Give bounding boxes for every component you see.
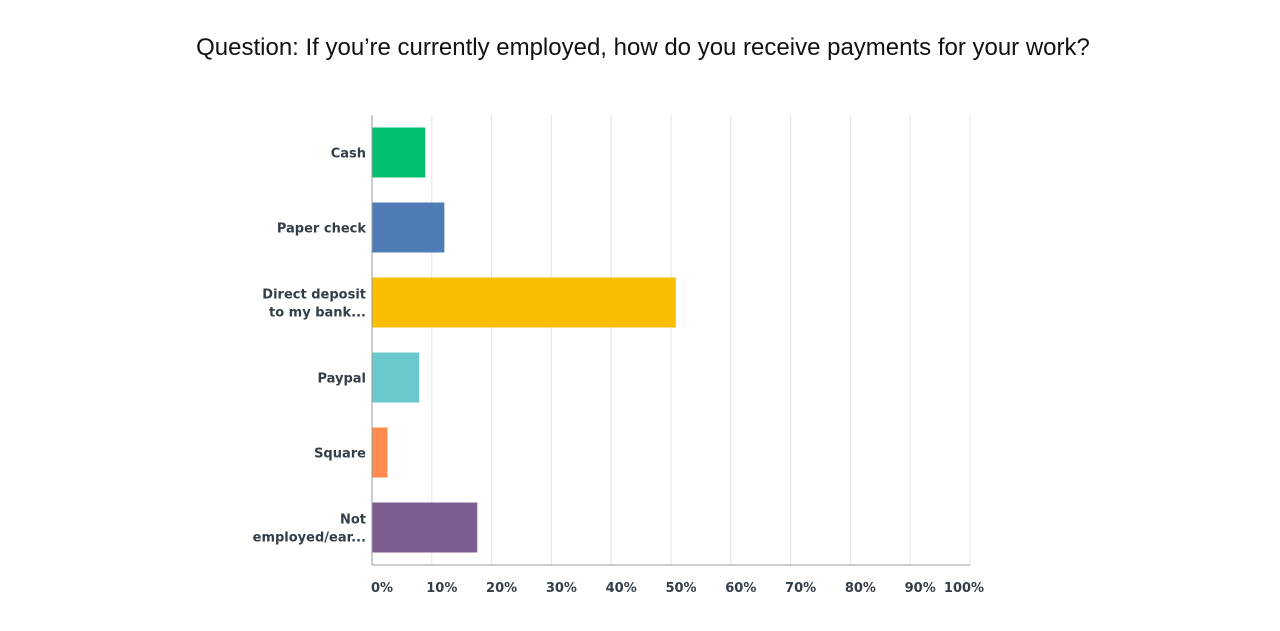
x-tick-label: 10%: [426, 581, 457, 596]
bar: [372, 127, 426, 178]
x-tick-label: 90%: [905, 581, 936, 596]
category-label: Direct deposit to my bank...: [262, 288, 366, 321]
category-label: Cash: [331, 147, 366, 162]
axes: [371, 115, 970, 566]
category-label: Paypal: [317, 372, 366, 387]
bar: [372, 202, 445, 253]
bar: [372, 352, 420, 403]
x-tick-label: 70%: [785, 581, 816, 596]
x-tick-label: 40%: [606, 581, 637, 596]
x-tick-label: 80%: [845, 581, 876, 596]
bar: [372, 502, 478, 553]
category-label: Paper check: [277, 222, 366, 237]
chart-title: Question: If you’re currently employed, …: [196, 34, 1090, 61]
x-tick-label: 60%: [725, 581, 756, 596]
category-label: Not employed/ear...: [253, 513, 366, 546]
category-labels: Cash Paper check Direct deposit to my bank.…: [253, 147, 367, 546]
grid-lines: [431, 115, 971, 565]
x-tick-labels: 0% 10% 20% 30% 40% 50% 60% 70% 80% 90% 100%: [371, 581, 984, 596]
bar: [372, 277, 676, 328]
x-tick-label: 30%: [546, 581, 577, 596]
x-tick-label: 20%: [486, 581, 517, 596]
x-tick-label: 100%: [944, 581, 984, 596]
category-label: Square: [314, 447, 366, 462]
x-tick-label: 0%: [371, 581, 393, 596]
bars: [372, 127, 676, 553]
x-tick-label: 50%: [665, 581, 696, 596]
bar: [372, 427, 388, 478]
